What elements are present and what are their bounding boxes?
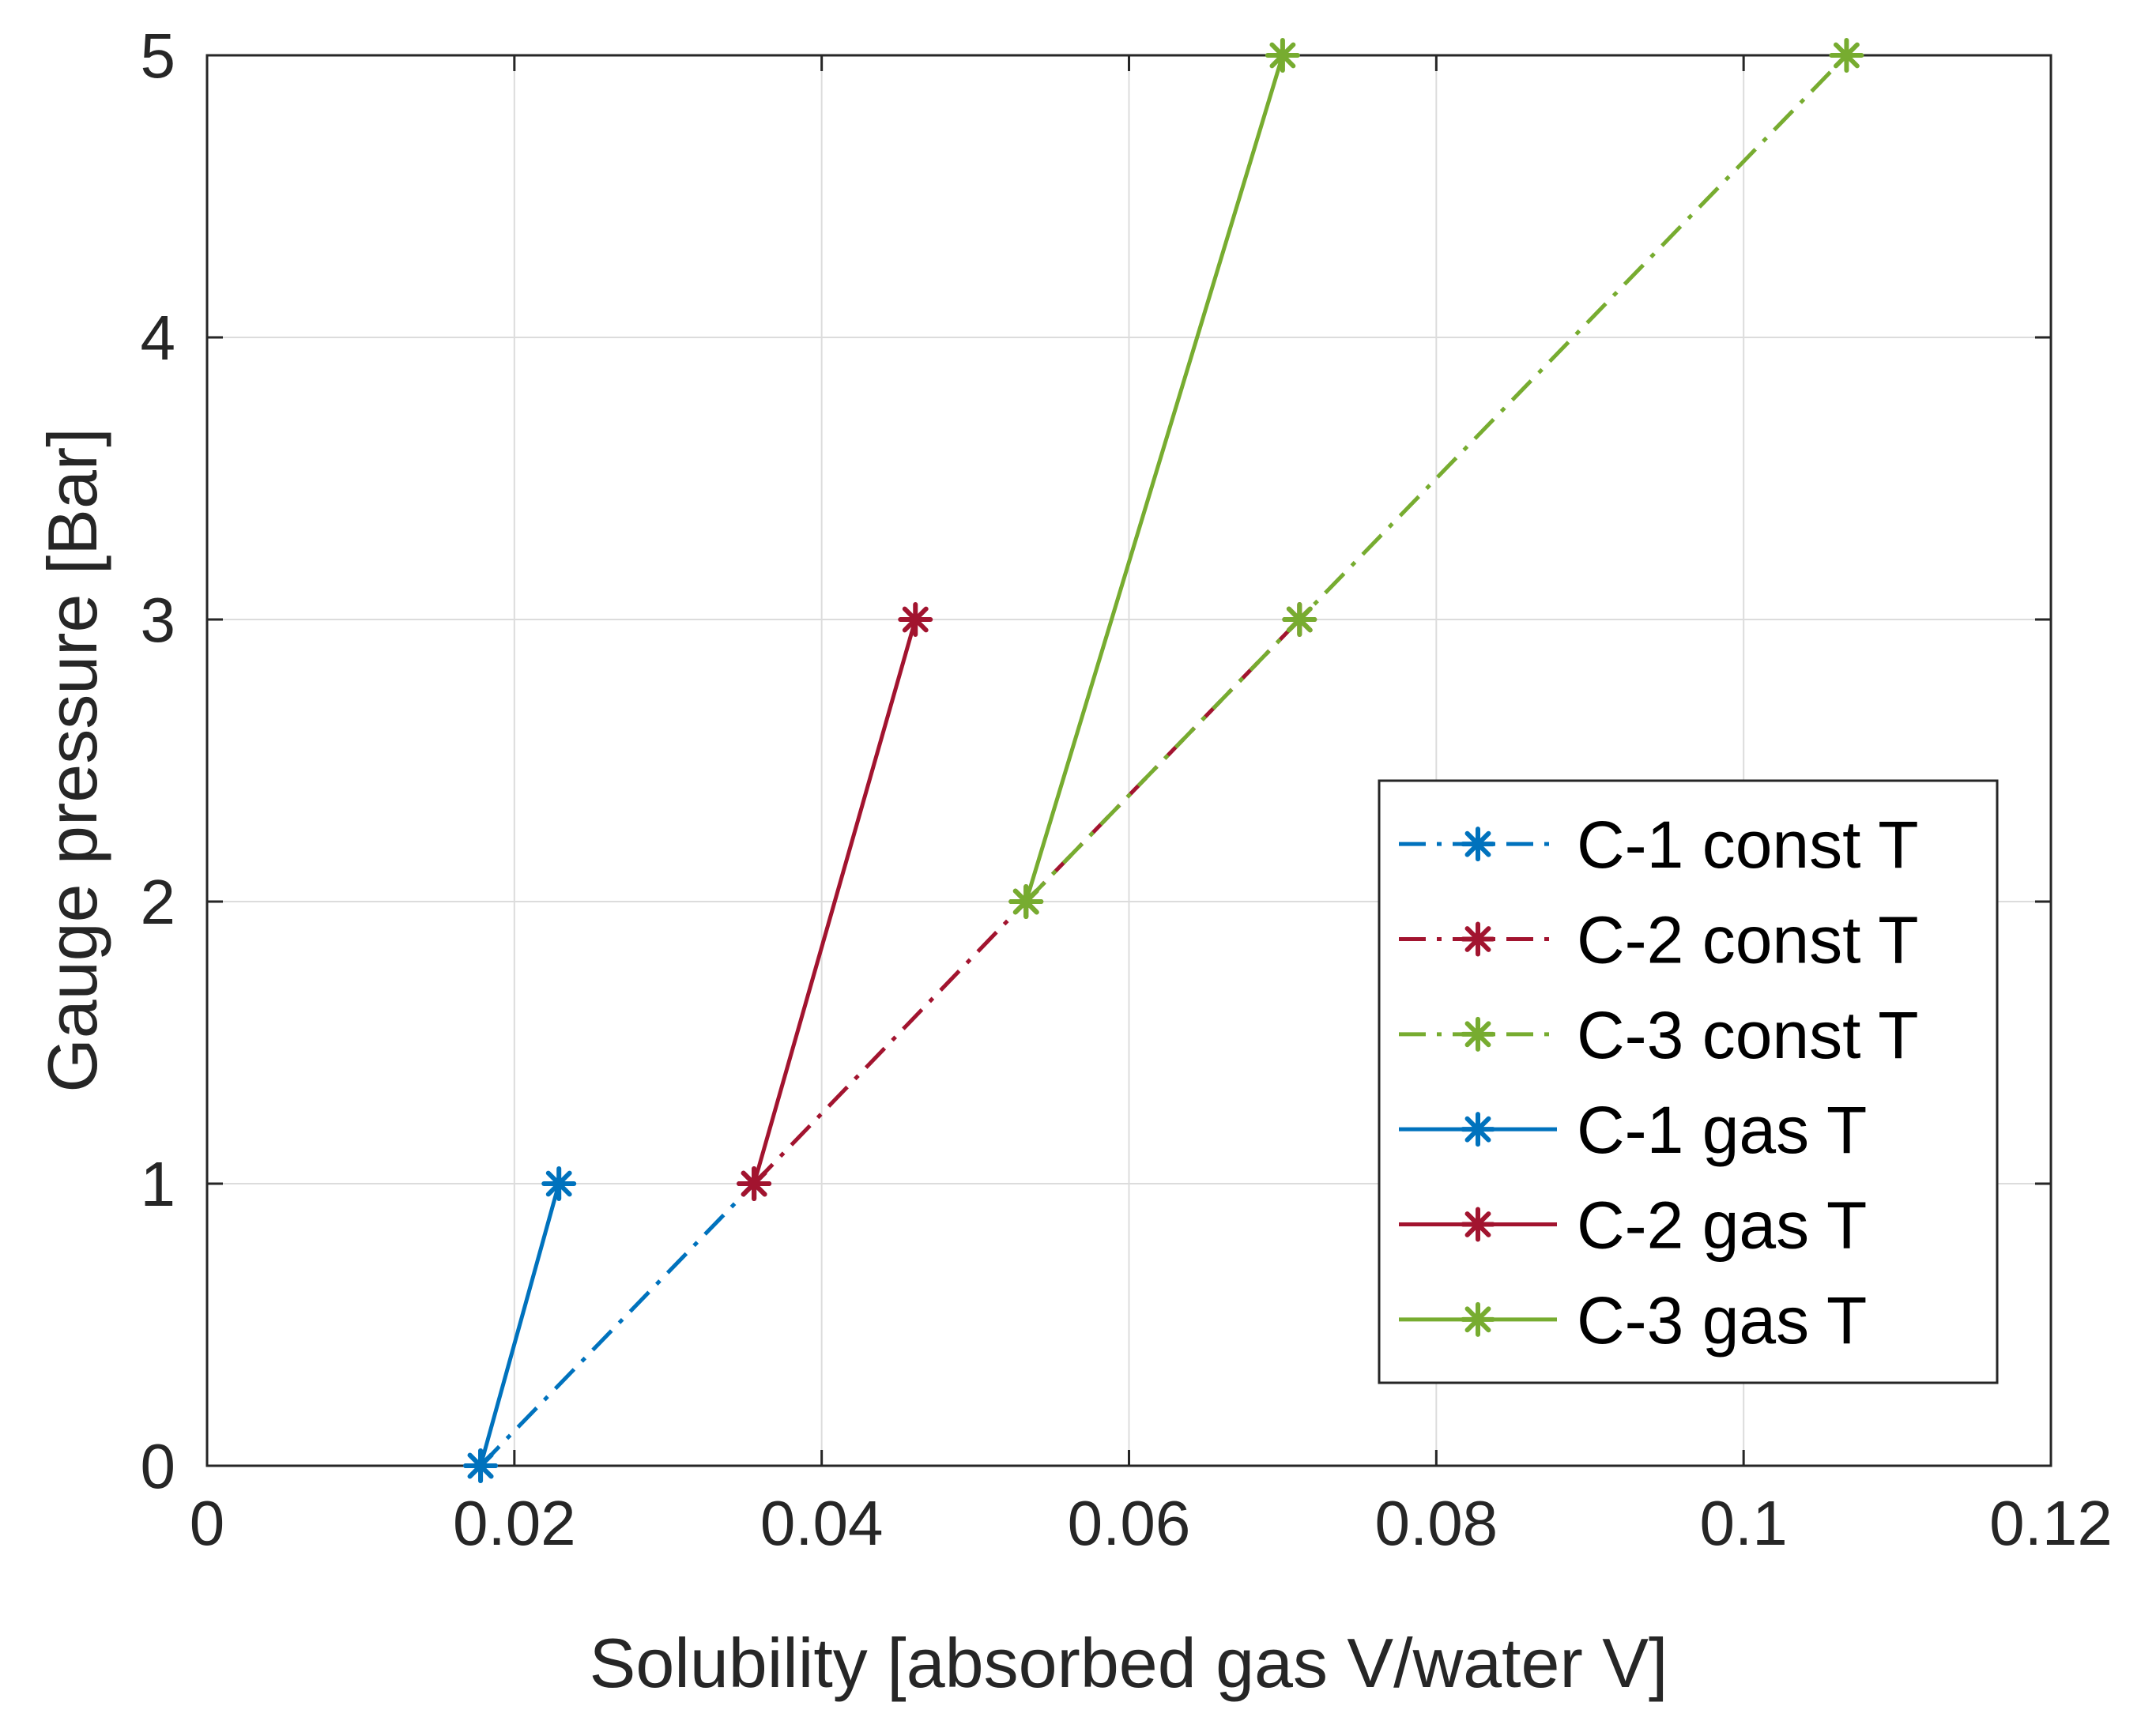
x-tick-label: 0.06	[1068, 1488, 1191, 1558]
series-c-3-gas-t	[1008, 38, 1300, 919]
tick-labels: 0 0.02 0.04 0.06 0.08 0.1 0.12 0 1 2 3 4 5	[141, 21, 2113, 1558]
legend-box	[1378, 779, 1999, 1384]
series-line	[1023, 55, 1285, 902]
series-line	[478, 1183, 561, 1467]
data-point	[898, 602, 933, 637]
legend-marker	[1461, 1016, 1495, 1052]
data-point	[1265, 38, 1300, 73]
legend-marker	[1461, 1207, 1495, 1242]
y-axis-title: Gauge pressure [Bar]	[33, 427, 111, 1092]
legend-marker	[1461, 921, 1495, 957]
legend-marker	[1461, 827, 1495, 862]
legend-label: C-1 gas T	[1577, 1093, 1867, 1167]
data-series	[463, 38, 1864, 1483]
y-tick-label: 3	[141, 585, 176, 655]
data-point	[1282, 602, 1317, 637]
legend-label: C-2 const T	[1577, 903, 1919, 977]
axes-box	[205, 54, 2052, 1467]
legend-item: C-1 const T	[1399, 808, 1919, 882]
legend-item: C-3 gas T	[1399, 1283, 1867, 1358]
axes	[205, 54, 2052, 1467]
legend-marker	[1461, 1112, 1495, 1147]
legend-item: C-2 const T	[1399, 903, 1919, 977]
legend-item: C-2 gas T	[1399, 1188, 1867, 1263]
series-c-2-gas-t	[737, 602, 933, 1201]
legend-item: C-3 const T	[1399, 998, 1919, 1072]
y-tick-label: 0	[141, 1431, 176, 1501]
data-point	[541, 1166, 577, 1201]
x-tick-label: 0	[190, 1488, 225, 1558]
data-point	[1829, 38, 1864, 73]
y-tick-label: 4	[141, 303, 176, 373]
legend-marker	[1461, 1301, 1495, 1337]
legend: C-1 const T C-2 const T C-3 const T C-1 gas…	[1378, 779, 1999, 1384]
series-c-1-gas-t	[463, 1166, 577, 1483]
x-tick-label: 0.08	[1374, 1488, 1498, 1558]
series-line	[479, 1182, 756, 1467]
data-point	[463, 1448, 499, 1483]
series-line	[752, 619, 918, 1184]
y-tick-label: 5	[141, 21, 176, 91]
x-tick-label: 0.1	[1700, 1488, 1788, 1558]
data-point	[737, 1166, 772, 1201]
y-tick-label: 1	[141, 1149, 176, 1219]
legend-label: C-3 gas T	[1577, 1283, 1867, 1358]
x-tick-label: 0.02	[453, 1488, 576, 1558]
x-tick-label: 0.12	[1989, 1488, 2113, 1558]
legend-item: C-1 gas T	[1399, 1093, 1867, 1167]
x-tick-label: 0.04	[760, 1488, 884, 1558]
legend-label: C-2 gas T	[1577, 1188, 1867, 1263]
data-point	[1008, 884, 1044, 919]
legend-label: C-3 const T	[1577, 998, 1919, 1072]
legend-label: C-1 const T	[1577, 808, 1919, 882]
x-axis-title: Solubility [absorbed gas V/water V]	[590, 1624, 1668, 1702]
y-tick-label: 2	[141, 867, 176, 937]
